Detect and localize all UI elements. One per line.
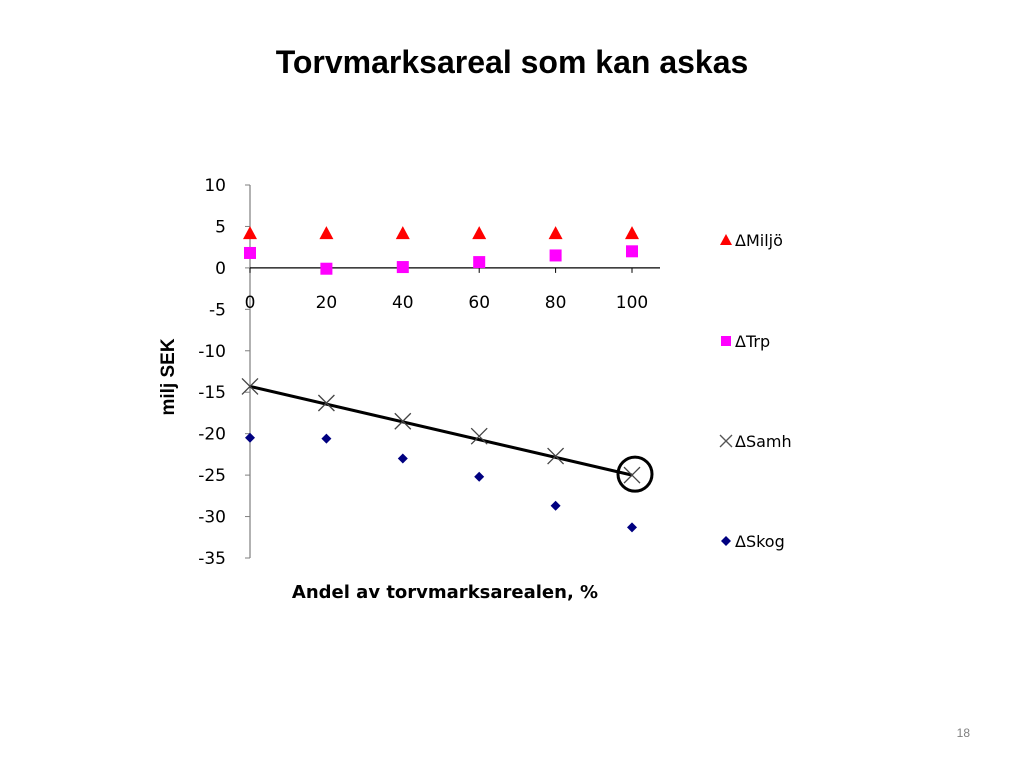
data-point — [627, 522, 637, 533]
x-tick-label: 80 — [545, 293, 567, 313]
y-tick-label: -30 — [198, 508, 226, 528]
legend-marker — [720, 234, 732, 245]
data-point — [473, 256, 486, 269]
series-3 — [245, 432, 637, 533]
chart-legend: ΔMiljö ΔTrp ΔSamh ΔSkog — [719, 231, 792, 551]
y-tick-label: 5 — [215, 217, 226, 237]
highlight-circle — [616, 455, 654, 493]
y-tick-label: -10 — [198, 342, 226, 362]
x-axis-title: Andel av torvmarksarealen, % — [292, 582, 598, 603]
y-tick-label: -5 — [209, 300, 226, 320]
cross-stroke — [623, 466, 641, 484]
data-point — [243, 226, 257, 240]
cross-stroke — [241, 377, 259, 395]
data-point — [394, 412, 412, 430]
cross-stroke — [470, 427, 488, 445]
trendline-samh — [249, 384, 633, 477]
x-tick-label: 40 — [392, 293, 414, 313]
legend-item: ΔSkog — [721, 532, 785, 551]
data-point — [395, 226, 410, 240]
data-point — [319, 226, 334, 240]
legend-item: ΔMiljö — [720, 231, 783, 250]
legend-label: ΔSamh — [735, 432, 792, 451]
y-tick-label: 10 — [204, 176, 226, 196]
chart-marks — [241, 226, 641, 533]
data-point — [474, 471, 485, 482]
data-point — [472, 226, 487, 240]
legend-label: ΔSkog — [735, 532, 785, 551]
series-0 — [243, 226, 639, 240]
data-point — [623, 466, 641, 484]
data-point — [549, 249, 562, 262]
cross-stroke — [394, 412, 412, 430]
data-point — [321, 433, 332, 444]
page-number: 18 — [956, 726, 970, 740]
y-tick-label: 0 — [215, 259, 226, 279]
data-point — [396, 261, 409, 274]
y-tick-label: -20 — [198, 425, 226, 445]
data-point — [320, 262, 333, 275]
data-point — [470, 427, 488, 445]
slide-title: Torvmarksareal som kan askas — [275, 44, 749, 80]
data-point — [397, 453, 408, 464]
legend-label: ΔMiljö — [735, 231, 783, 250]
x-tick-label: 60 — [468, 293, 490, 313]
y-tick-label: -25 — [198, 466, 226, 486]
y-tick-label: -35 — [198, 549, 226, 569]
cross-stroke — [547, 447, 565, 465]
data-point — [244, 246, 256, 259]
data-point — [245, 432, 255, 443]
legend-item: ΔSamh — [719, 432, 792, 451]
chart-axes: 10 5 0 -5 -10 -15 -20 -25 -30 -35 0 20 40 60 80 100 milj… — [158, 176, 660, 603]
legend-marker — [719, 434, 733, 448]
cross-stroke — [719, 434, 733, 448]
legend-item: ΔTrp — [721, 332, 770, 351]
legend-marker — [721, 536, 731, 546]
data-point — [317, 394, 335, 412]
cross-stroke — [317, 394, 335, 412]
x-tick-label: 0 — [245, 293, 256, 313]
data-point — [550, 500, 561, 511]
data-point — [241, 377, 259, 395]
data-point — [626, 245, 638, 258]
x-tick-label: 100 — [616, 293, 648, 313]
data-point — [547, 447, 565, 465]
data-point — [625, 226, 639, 240]
y-axis-title: milj SEK — [158, 338, 179, 415]
x-tick-label: 20 — [316, 293, 338, 313]
series-1 — [244, 245, 638, 275]
data-point — [548, 226, 563, 240]
series-2 — [241, 377, 641, 484]
legend-marker — [721, 336, 731, 346]
chart-annotations — [249, 384, 654, 493]
y-tick-label: -15 — [198, 383, 226, 403]
legend-label: ΔTrp — [735, 332, 770, 351]
